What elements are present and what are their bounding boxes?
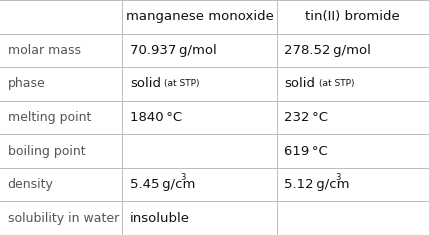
Text: molar mass: molar mass xyxy=(8,44,81,57)
Text: 5.45 g/cm: 5.45 g/cm xyxy=(130,178,195,191)
Text: 232 °C: 232 °C xyxy=(284,111,329,124)
Text: melting point: melting point xyxy=(8,111,91,124)
Text: 70.937 g/mol: 70.937 g/mol xyxy=(130,44,217,57)
Text: boiling point: boiling point xyxy=(8,145,85,158)
Text: manganese monoxide: manganese monoxide xyxy=(126,10,273,23)
Text: solubility in water: solubility in water xyxy=(8,212,119,225)
Text: insoluble: insoluble xyxy=(130,212,190,225)
Text: 1840 °C: 1840 °C xyxy=(130,111,182,124)
Text: 3: 3 xyxy=(335,173,341,182)
Text: solid: solid xyxy=(284,77,315,90)
Text: (at STP): (at STP) xyxy=(319,79,354,88)
Text: tin(II) bromide: tin(II) bromide xyxy=(305,10,400,23)
Text: 3: 3 xyxy=(181,173,186,182)
Text: phase: phase xyxy=(8,77,45,90)
Text: density: density xyxy=(8,178,54,191)
Text: (at STP): (at STP) xyxy=(164,79,200,88)
Text: 278.52 g/mol: 278.52 g/mol xyxy=(284,44,372,57)
Text: 5.12 g/cm: 5.12 g/cm xyxy=(284,178,350,191)
Text: solid: solid xyxy=(130,77,161,90)
Text: 619 °C: 619 °C xyxy=(284,145,328,158)
